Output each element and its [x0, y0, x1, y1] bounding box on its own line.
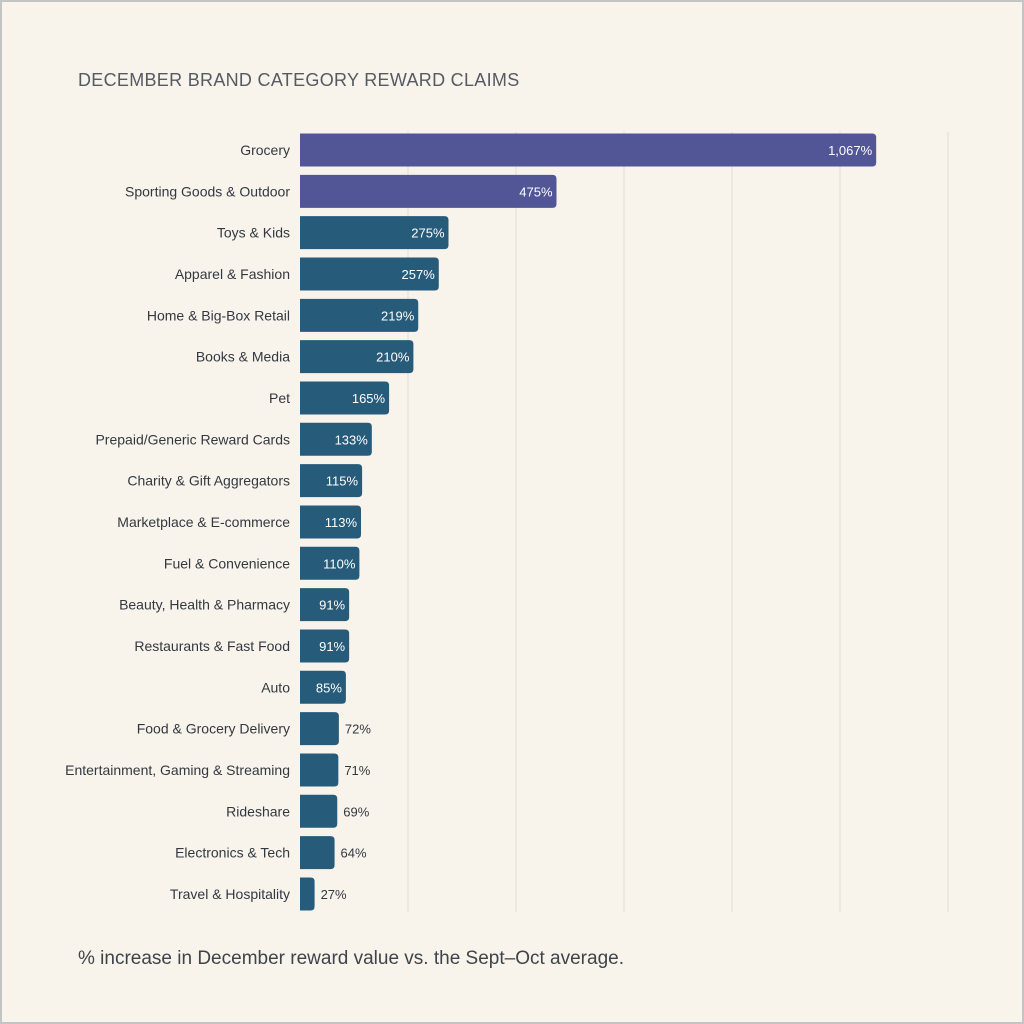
category-label: Beauty, Health & Pharmacy: [119, 597, 290, 613]
data-label: 64%: [341, 846, 367, 861]
data-label: 257%: [402, 267, 436, 282]
category-label: Home & Big-Box Retail: [147, 307, 290, 323]
category-labels: Grocery 1,067% Sporting Goods & Outdoor 475…: [65, 142, 873, 902]
category-label: Toys & Kids: [217, 225, 290, 241]
category-label: Charity & Gift Aggregators: [127, 473, 290, 489]
category-label: Food & Grocery Delivery: [137, 721, 290, 737]
bar: [300, 794, 338, 828]
data-label: 133%: [335, 432, 369, 447]
bar: [300, 422, 372, 456]
bar: [300, 133, 877, 167]
data-label: 71%: [344, 763, 370, 778]
bar: [300, 340, 414, 374]
category-label: Travel & Hospitality: [170, 886, 290, 902]
bar: [300, 381, 390, 415]
data-label: 210%: [376, 350, 410, 365]
category-label: Entertainment, Gaming & Streaming: [65, 762, 290, 778]
category-label: Auto: [261, 679, 290, 695]
data-label: 275%: [411, 226, 445, 241]
chart-footnote: % increase in December reward value vs. …: [78, 948, 624, 969]
bar: [300, 257, 439, 291]
data-label: 91%: [319, 598, 345, 613]
data-label: 85%: [316, 680, 342, 695]
category-label: Books & Media: [196, 349, 290, 365]
bar: [300, 712, 339, 746]
category-label: Prepaid/Generic Reward Cards: [95, 431, 290, 447]
data-label: 27%: [321, 887, 347, 902]
chart-title: DECEMBER BRAND CATEGORY REWARD CLAIMS: [78, 70, 520, 90]
data-label: 72%: [345, 722, 371, 737]
data-label: 110%: [323, 556, 356, 571]
category-label: Electronics & Tech: [175, 845, 290, 861]
category-label: Apparel & Fashion: [175, 266, 290, 282]
data-label: 1,067%: [828, 143, 873, 158]
category-label: Sporting Goods & Outdoor: [125, 183, 290, 199]
data-label: 219%: [381, 308, 415, 323]
grid-lines: [407, 132, 949, 912]
data-label: 91%: [319, 639, 345, 654]
data-label: 475%: [519, 184, 553, 199]
data-label: 165%: [352, 391, 386, 406]
bar: [300, 546, 360, 580]
bar: [300, 877, 315, 911]
bar: [300, 298, 419, 332]
bar: [300, 670, 346, 704]
bar: [300, 174, 557, 208]
category-label: Rideshare: [226, 803, 290, 819]
data-label: 113%: [325, 515, 358, 530]
bar: [300, 753, 339, 787]
bar: [300, 505, 362, 539]
bar: [300, 836, 335, 870]
bar: [300, 629, 350, 663]
category-label: Marketplace & E-commerce: [117, 514, 290, 530]
category-label: Pet: [269, 390, 290, 406]
data-label: 115%: [326, 474, 359, 489]
bar: [300, 588, 350, 622]
bar: [300, 464, 363, 498]
data-label: 69%: [343, 804, 369, 819]
bars: [300, 133, 877, 911]
category-label: Grocery: [240, 142, 290, 158]
bar: [300, 216, 449, 250]
category-label: Fuel & Convenience: [164, 555, 290, 571]
category-label: Restaurants & Fast Food: [134, 638, 290, 654]
